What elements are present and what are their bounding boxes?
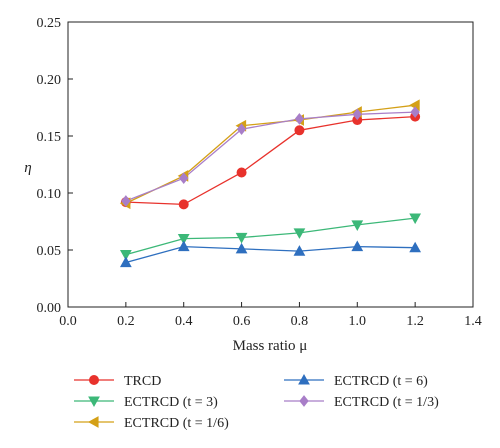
data-point xyxy=(236,123,247,136)
legend-label: TRCD xyxy=(124,374,161,389)
x-tick-label: 0.0 xyxy=(59,314,77,329)
legend-label: ECTRCD (t = 3) xyxy=(124,395,218,410)
data-point xyxy=(121,195,131,207)
x-tick-label: 1.0 xyxy=(349,314,367,329)
legend-marker xyxy=(299,395,309,407)
y-tick-label: 0.15 xyxy=(37,130,62,145)
x-tick-label: 0.4 xyxy=(175,314,193,329)
data-point xyxy=(409,241,422,253)
y-tick-label: 0.20 xyxy=(37,73,62,88)
legend-marker xyxy=(88,396,100,408)
data-point xyxy=(177,234,190,245)
data-point xyxy=(293,228,306,239)
data-point xyxy=(178,199,189,210)
series-line-1 xyxy=(125,217,416,256)
y-tick-label: 0.25 xyxy=(37,16,62,31)
series-line-3 xyxy=(125,245,416,264)
series-markers xyxy=(119,99,422,268)
legend-marker xyxy=(298,373,310,385)
x-tick-label: 1.4 xyxy=(464,314,482,329)
series-line-4 xyxy=(125,111,416,202)
data-point xyxy=(235,242,248,254)
legend-label: ECTRCD (t = 6) xyxy=(334,374,428,389)
data-point xyxy=(351,220,364,231)
plot-frame xyxy=(67,21,474,308)
data-point xyxy=(236,167,247,178)
series-line-0 xyxy=(125,115,416,206)
legend-label: ECTRCD (t = 1/6) xyxy=(124,416,229,431)
data-point xyxy=(410,106,420,118)
data-point xyxy=(352,108,362,121)
legend-label: ECTRCD (t = 1/3) xyxy=(334,395,439,410)
legend-marker xyxy=(89,374,100,385)
data-point xyxy=(119,256,132,268)
data-point xyxy=(119,249,132,261)
x-tick-label: 1.2 xyxy=(406,314,424,329)
x-tick-label: 0.8 xyxy=(291,314,309,329)
data-point xyxy=(294,113,305,125)
series-lines xyxy=(125,104,416,264)
data-point xyxy=(293,245,306,256)
legend-marker xyxy=(87,416,99,428)
y-tick-label: 0.00 xyxy=(37,301,62,316)
y-axis: 0.00 0.05 0.10 0.15 0.20 0.25 xyxy=(37,16,73,316)
data-point xyxy=(179,172,189,185)
data-point xyxy=(177,240,190,252)
x-tick-label: 0.6 xyxy=(233,314,251,329)
y-axis-label: η xyxy=(24,160,31,176)
y-tick-label: 0.10 xyxy=(37,187,62,202)
data-point xyxy=(294,125,305,136)
series-line-2 xyxy=(125,104,416,204)
x-axis: 0.0 0.2 0.4 0.6 0.8 1.0 1.2 1.4 xyxy=(59,302,482,329)
x-axis-label: Mass ratio μ xyxy=(233,338,308,354)
data-point xyxy=(409,213,422,225)
x-tick-label: 0.2 xyxy=(117,314,135,329)
data-point xyxy=(351,240,364,252)
y-tick-label: 0.05 xyxy=(37,244,62,259)
data-point xyxy=(235,232,248,244)
legend: TRCD ECTRCD (t = 3) ECTRCD (t = 1/6) ECTRCD… xyxy=(74,373,439,431)
